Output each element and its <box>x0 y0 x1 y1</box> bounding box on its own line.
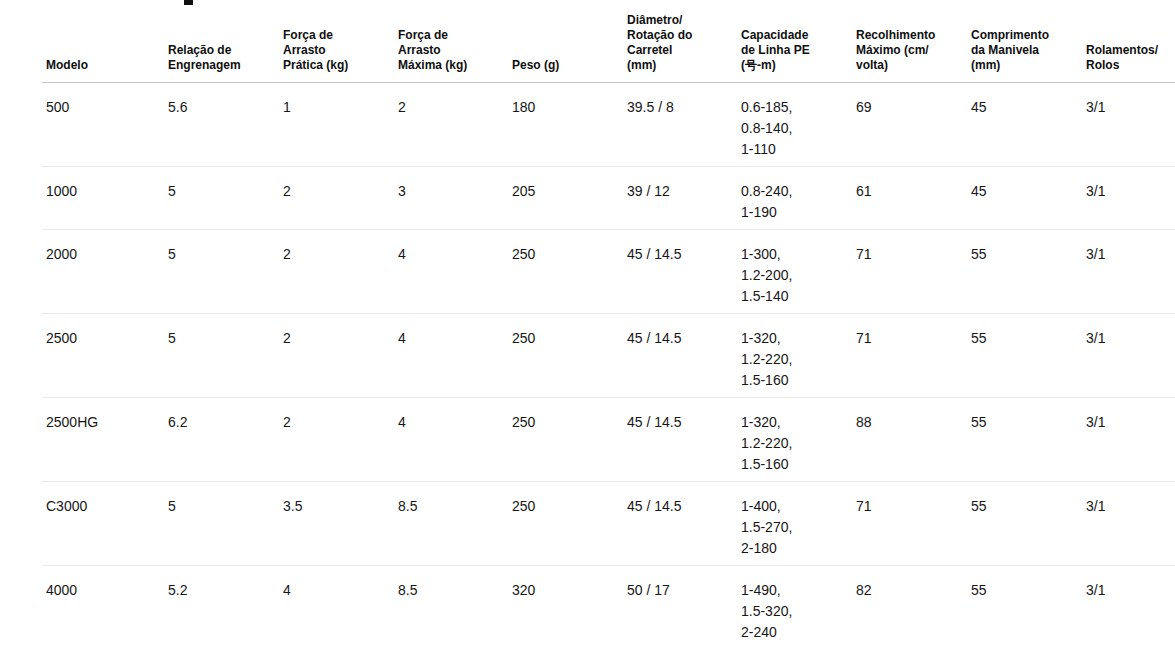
cell-modelo: 4000 <box>42 566 164 652</box>
col-header-capacidade-pe: Capacidade de Linha PE (号-m) <box>737 0 852 83</box>
cell-comprimento-manivela: 55 <box>967 482 1082 566</box>
cell-modelo: 2000 <box>42 230 164 314</box>
cell-recolhimento: 71 <box>852 314 967 398</box>
cell-recolhimento: 71 <box>852 230 967 314</box>
cell-forca-pratica: 2 <box>279 314 394 398</box>
cell-recolhimento: 71 <box>852 482 967 566</box>
cell-peso: 250 <box>508 314 623 398</box>
cell-forca-maxima: 2 <box>394 83 508 167</box>
cell-modelo: 1000 <box>42 167 164 230</box>
cell-comprimento-manivela: 55 <box>967 230 1082 314</box>
cell-capacidade-pe: 1-320, 1.2-220, 1.5-160 <box>737 314 852 398</box>
table-row-2500hg: 2500HG 6.2 2 4 250 45 / 14.5 1-320, 1.2-… <box>42 398 1175 482</box>
cell-relacao-engrenagem: 5 <box>164 167 279 230</box>
cell-forca-pratica: 2 <box>279 230 394 314</box>
cell-comprimento-manivela: 55 <box>967 398 1082 482</box>
col-header-forca-maxima: Força de Arrasto Máxima (kg) <box>394 0 508 83</box>
cell-capacidade-pe: 1-490, 1.5-320, 2-240 <box>737 566 852 652</box>
cell-recolhimento: 88 <box>852 398 967 482</box>
cell-recolhimento: 61 <box>852 167 967 230</box>
cell-relacao-engrenagem: 6.2 <box>164 398 279 482</box>
header-row: Modelo Relação de Engrenagem Força de Ar… <box>42 0 1175 83</box>
cell-diametro-rotacao: 39 / 12 <box>623 167 737 230</box>
cell-recolhimento: 69 <box>852 83 967 167</box>
cell-capacidade-pe: 1-400, 1.5-270, 2-180 <box>737 482 852 566</box>
cell-diametro-rotacao: 45 / 14.5 <box>623 482 737 566</box>
cell-rolamentos: 3/1 <box>1082 566 1175 652</box>
cell-peso: 320 <box>508 566 623 652</box>
cell-relacao-engrenagem: 5 <box>164 314 279 398</box>
cell-forca-pratica: 3.5 <box>279 482 394 566</box>
cell-forca-pratica: 2 <box>279 167 394 230</box>
reel-spec-table: Modelo Relação de Engrenagem Força de Ar… <box>42 0 1175 652</box>
cell-peso: 250 <box>508 230 623 314</box>
cell-modelo: C3000 <box>42 482 164 566</box>
table-row-1000: 1000 5 2 3 205 39 / 12 0.8-240, 1-190 61… <box>42 167 1175 230</box>
cell-diametro-rotacao: 45 / 14.5 <box>623 314 737 398</box>
table-row-4000: 4000 5.2 4 8.5 320 50 / 17 1-490, 1.5-32… <box>42 566 1175 652</box>
cell-peso: 180 <box>508 83 623 167</box>
cell-diametro-rotacao: 50 / 17 <box>623 566 737 652</box>
cell-rolamentos: 3/1 <box>1082 167 1175 230</box>
cell-modelo: 2500HG <box>42 398 164 482</box>
col-header-forca-pratica: Força de Arrasto Prática (kg) <box>279 0 394 83</box>
cell-modelo: 500 <box>42 83 164 167</box>
cell-capacidade-pe: 1-300, 1.2-200, 1.5-140 <box>737 230 852 314</box>
cell-recolhimento: 82 <box>852 566 967 652</box>
cell-rolamentos: 3/1 <box>1082 230 1175 314</box>
cell-forca-maxima: 3 <box>394 167 508 230</box>
cell-relacao-engrenagem: 5.6 <box>164 83 279 167</box>
col-header-rolamentos: Rolamentos/ Rolos <box>1082 0 1175 83</box>
page: Modelo Relação de Engrenagem Força de Ar… <box>0 0 1175 652</box>
cell-peso: 205 <box>508 167 623 230</box>
col-header-recolhimento: Recolhimento Máximo (cm/ volta) <box>852 0 967 83</box>
table-row-500: 500 5.6 1 2 180 39.5 / 8 0.6-185, 0.8-14… <box>42 83 1175 167</box>
cell-forca-maxima: 4 <box>394 230 508 314</box>
cell-forca-maxima: 8.5 <box>394 566 508 652</box>
cell-diametro-rotacao: 45 / 14.5 <box>623 398 737 482</box>
cell-relacao-engrenagem: 5 <box>164 230 279 314</box>
cell-forca-pratica: 2 <box>279 398 394 482</box>
cell-rolamentos: 3/1 <box>1082 83 1175 167</box>
cell-diametro-rotacao: 45 / 14.5 <box>623 230 737 314</box>
col-header-relacao-engrenagem: Relação de Engrenagem <box>164 0 279 83</box>
cell-rolamentos: 3/1 <box>1082 314 1175 398</box>
cell-relacao-engrenagem: 5.2 <box>164 566 279 652</box>
cell-comprimento-manivela: 45 <box>967 83 1082 167</box>
cell-rolamentos: 3/1 <box>1082 398 1175 482</box>
cell-peso: 250 <box>508 482 623 566</box>
cell-diametro-rotacao: 39.5 / 8 <box>623 83 737 167</box>
cell-capacidade-pe: 0.6-185, 0.8-140, 1-110 <box>737 83 852 167</box>
cell-forca-maxima: 4 <box>394 398 508 482</box>
col-header-modelo: Modelo <box>42 0 164 83</box>
col-header-peso: Peso (g) <box>508 0 623 83</box>
cell-comprimento-manivela: 55 <box>967 566 1082 652</box>
cell-forca-pratica: 1 <box>279 83 394 167</box>
cell-forca-maxima: 8.5 <box>394 482 508 566</box>
table-row-c3000: C3000 5 3.5 8.5 250 45 / 14.5 1-400, 1.5… <box>42 482 1175 566</box>
table-body: 500 5.6 1 2 180 39.5 / 8 0.6-185, 0.8-14… <box>42 83 1175 652</box>
table-row-2500: 2500 5 2 4 250 45 / 14.5 1-320, 1.2-220,… <box>42 314 1175 398</box>
col-header-diametro-rotacao: Diâmetro/ Rotação do Carretel (mm) <box>623 0 737 83</box>
cell-capacidade-pe: 0.8-240, 1-190 <box>737 167 852 230</box>
cell-comprimento-manivela: 45 <box>967 167 1082 230</box>
cell-forca-maxima: 4 <box>394 314 508 398</box>
table-header: Modelo Relação de Engrenagem Força de Ar… <box>42 0 1175 83</box>
cell-forca-pratica: 4 <box>279 566 394 652</box>
cell-comprimento-manivela: 55 <box>967 314 1082 398</box>
cell-modelo: 2500 <box>42 314 164 398</box>
col-header-comprimento-manivela: Comprimento da Manivela (mm) <box>967 0 1082 83</box>
cell-capacidade-pe: 1-320, 1.2-220, 1.5-160 <box>737 398 852 482</box>
cell-peso: 250 <box>508 398 623 482</box>
cell-relacao-engrenagem: 5 <box>164 482 279 566</box>
cell-rolamentos: 3/1 <box>1082 482 1175 566</box>
table-row-2000: 2000 5 2 4 250 45 / 14.5 1-300, 1.2-200,… <box>42 230 1175 314</box>
